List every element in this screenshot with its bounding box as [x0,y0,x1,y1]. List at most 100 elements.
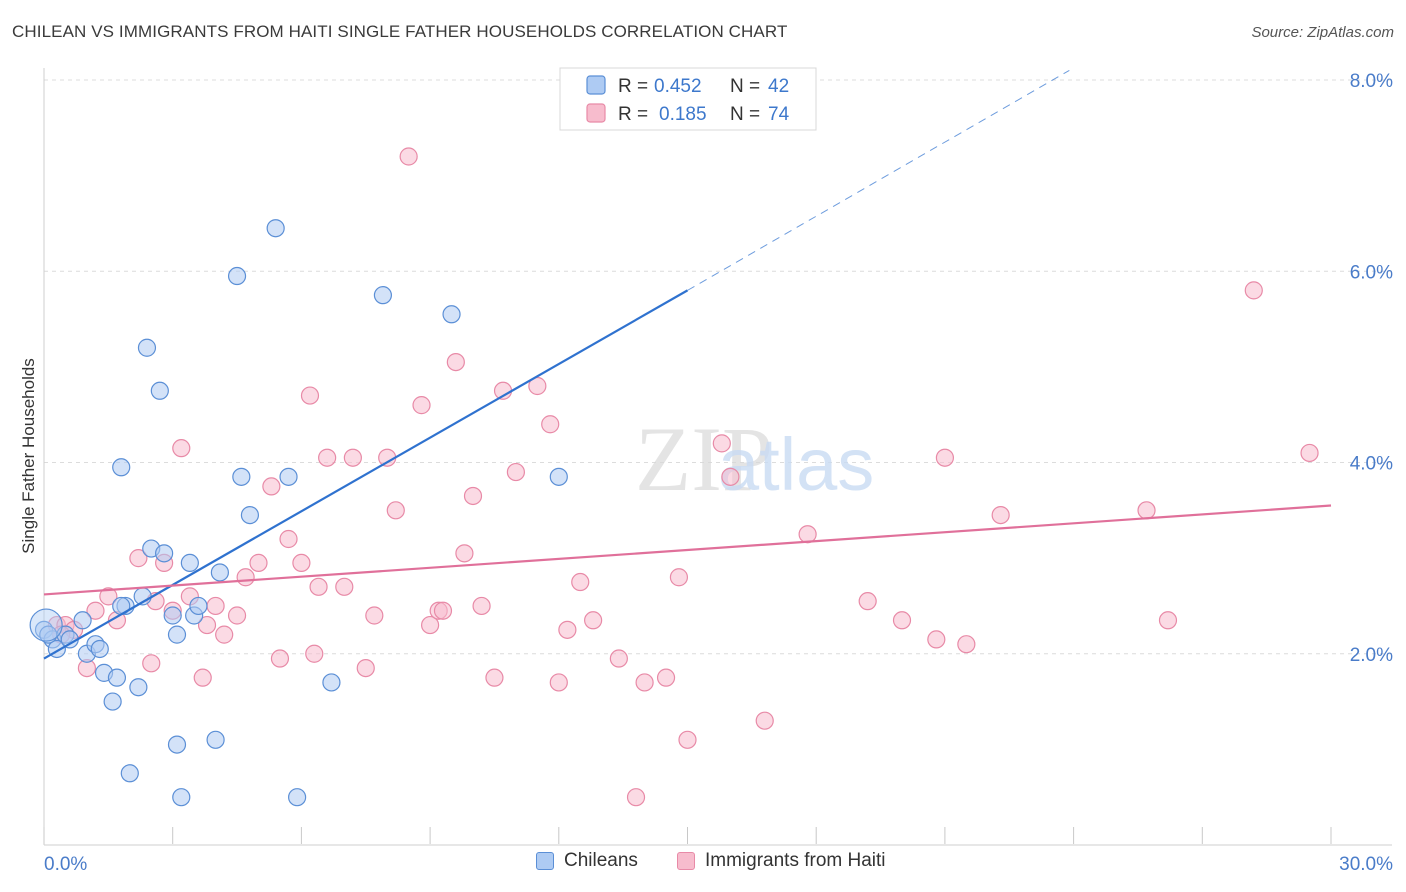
chilean-point-39 [549,467,568,486]
haiti-point-69 [1158,611,1178,630]
chilean-point-5 [73,611,92,630]
stats-swatch-blue [586,75,606,95]
haiti-point-34 [399,147,418,166]
haiti-point-50 [571,572,590,592]
haiti-point-53 [626,788,646,807]
axes [43,68,1392,846]
chilean-point-36 [322,673,341,692]
chilean-point-25 [180,553,199,573]
chilean-point-33 [266,219,285,238]
chilean-point-30 [227,266,247,286]
haiti-point-21 [262,477,281,496]
haiti-point-15 [197,615,217,635]
haiti-point-25 [300,386,320,405]
haiti-point-52 [609,649,628,668]
trend-line-chileans [43,289,689,660]
chilean-point-19 [150,381,169,400]
stats-r-label-blue: R = [618,76,648,97]
haiti-point-45 [506,462,526,482]
trend-line-chileans-extension [687,70,1070,291]
haiti-point-16 [206,596,225,616]
haiti-point-30 [356,658,375,678]
haiti-point-63 [892,611,912,630]
tick-labels: 2.0% 4.0% 6.0% 8.0% 0.0% 30.0% [44,71,1393,875]
legend-swatch-haiti [677,852,695,870]
haiti-point-71 [1300,443,1319,463]
stats-n-label-blue: N = [730,76,760,97]
haiti-point-58 [712,434,731,453]
chilean-point-17 [137,338,157,357]
haiti-point-4 [86,601,105,620]
chilean-point-41 [39,625,58,644]
stats-r-value-pink: 0.185 [659,104,707,125]
legend-immigrants-from-haiti[interactable]: Immigrants from Haiti [677,850,886,872]
haiti-point-18 [227,606,247,625]
stats-legend: R = 0.452 N = 42 R = 0.185 N = 74 [559,67,817,131]
haiti-point-33 [386,501,405,520]
chilean-point-10 [107,668,127,687]
chilean-point-38 [442,305,461,324]
stats-n-value-pink: 74 [768,104,790,125]
legend-swatch-chileans [536,852,554,870]
series-chileans [29,219,568,807]
chilean-point-21 [163,606,182,625]
haiti-point-31 [365,606,384,625]
chilean-point-24 [172,788,191,807]
haiti-point-26 [309,577,328,596]
haiti-point-55 [656,668,676,687]
haiti-point-66 [957,635,976,654]
haiti-point-29 [343,448,362,467]
haiti-point-49 [558,620,577,639]
y-tick-label-3: 8.0% [1350,71,1393,92]
stats-n-value-blue: 42 [768,76,789,97]
haiti-point-51 [584,611,603,630]
haiti-point-7 [129,549,148,568]
stats-swatch-pink [586,103,606,123]
haiti-point-62 [858,592,877,611]
haiti-point-12 [172,439,191,458]
chilean-point-29 [210,563,229,582]
y-tick-label-0: 2.0% [1350,645,1393,666]
haiti-point-47 [541,415,560,434]
chilean-point-15 [129,678,148,697]
haiti-point-67 [991,505,1010,525]
chilean-point-32 [240,505,260,525]
haiti-point-56 [669,568,689,587]
chilean-point-22 [167,625,187,644]
haiti-point-57 [678,730,697,749]
haiti-point-48 [549,673,568,692]
chilean-point-11 [103,692,122,711]
haiti-point-17 [215,625,234,644]
grid [44,79,1392,655]
y-tick-label-1: 4.0% [1350,454,1393,475]
x-tick-label-max: 30.0% [1339,854,1393,875]
chilean-point-23 [167,735,187,754]
haiti-point-41 [463,486,483,506]
haiti-point-70 [1244,281,1263,300]
legend-chileans[interactable]: Chileans [536,850,638,872]
haiti-point-20 [249,553,268,573]
trend-line-haiti [43,504,1332,596]
haiti-point-28 [335,577,354,596]
chilean-point-34 [279,467,298,486]
chilean-point-8 [90,639,109,659]
chilean-point-14 [120,764,139,783]
chilean-point-35 [288,788,307,807]
stats-n-label-pink: N = [730,104,760,125]
watermark-atlas: atlas [718,423,874,506]
haiti-point-59 [721,467,740,486]
watermark-zip: ZIP [635,408,773,510]
haiti-point-40 [455,544,474,563]
chilean-point-28 [206,730,225,749]
chilean-point-12 [112,458,131,477]
x-tick-label-min: 0.0% [44,854,87,875]
haiti-point-43 [485,668,504,687]
haiti-point-64 [927,630,946,649]
stats-r-label-pink: R = [618,104,648,125]
legend-label-haiti: Immigrants from Haiti [705,850,886,871]
chilean-point-37 [373,286,393,305]
haiti-point-23 [279,529,298,549]
haiti-point-27 [318,448,337,467]
chilean-cluster-point [29,608,63,642]
